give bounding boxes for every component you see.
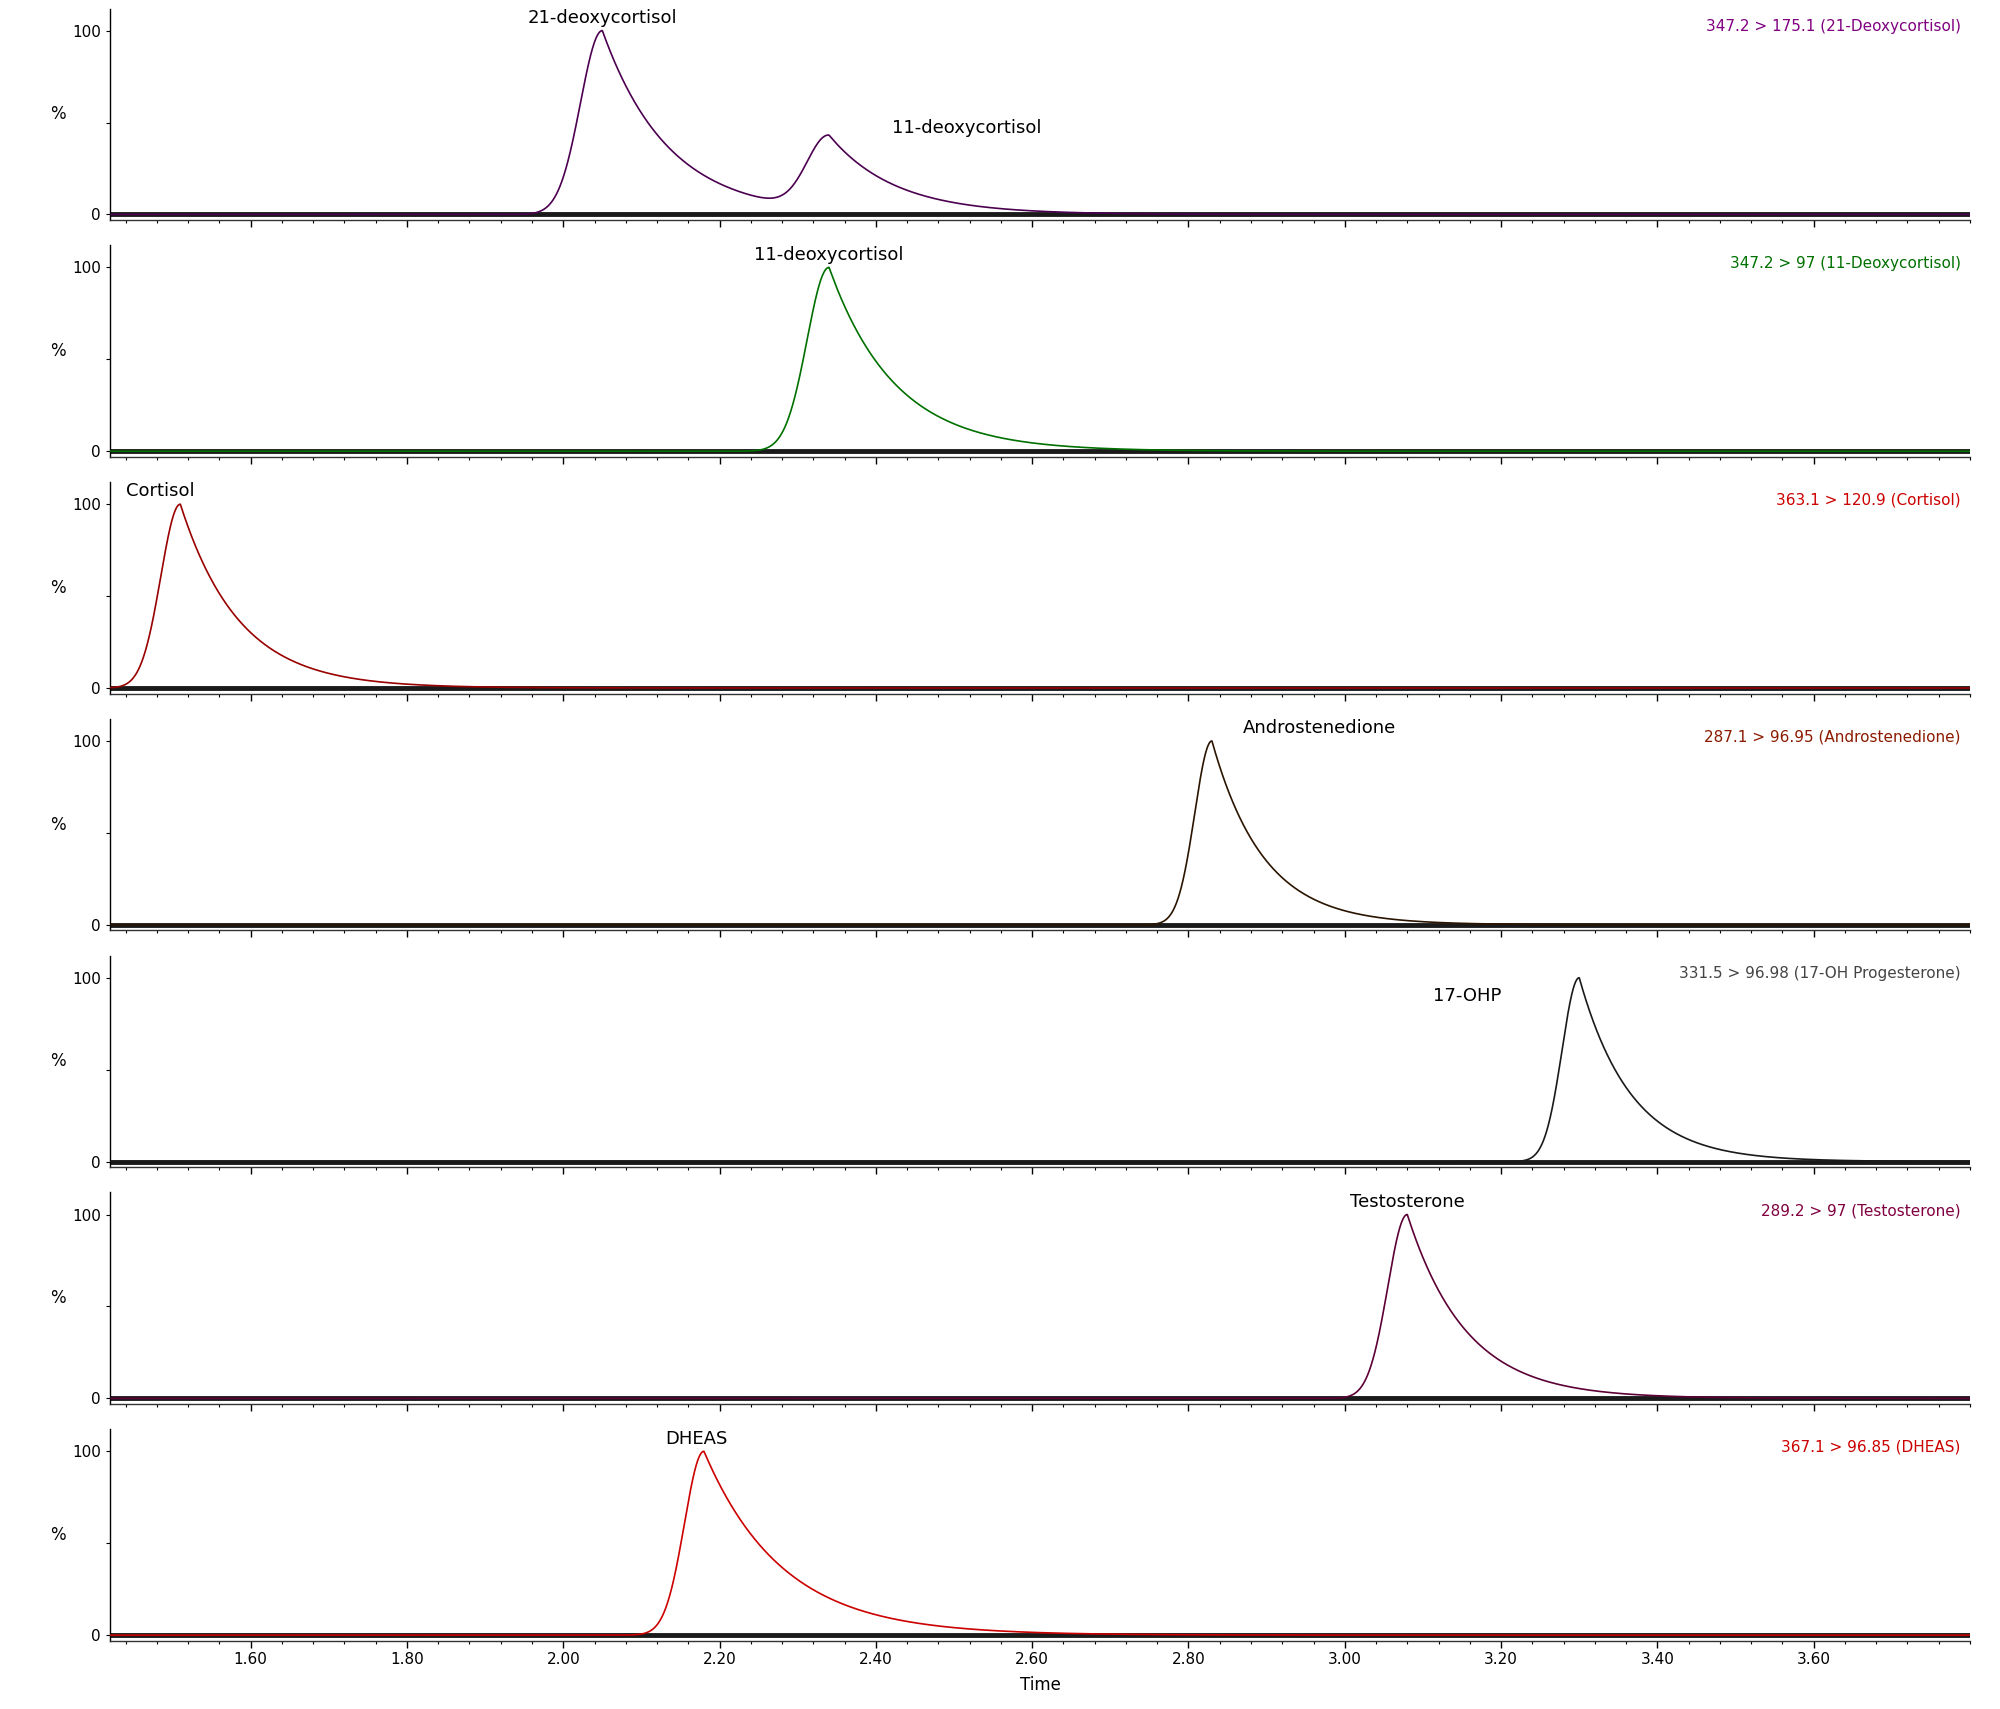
Text: 17-OHP: 17-OHP [1432, 988, 1502, 1005]
Text: 21-deoxycortisol: 21-deoxycortisol [528, 9, 678, 27]
Text: Cortisol: Cortisol [126, 482, 194, 501]
Y-axis label: %: % [50, 579, 66, 596]
Text: 347.2 > 175.1 (21-Deoxycortisol): 347.2 > 175.1 (21-Deoxycortisol) [1706, 19, 1960, 34]
Text: Testosterone: Testosterone [1350, 1193, 1464, 1212]
Y-axis label: %: % [50, 1053, 66, 1070]
Text: 11-deoxycortisol: 11-deoxycortisol [754, 246, 904, 263]
Text: 331.5 > 96.98 (17-OH Progesterone): 331.5 > 96.98 (17-OH Progesterone) [1680, 966, 1960, 981]
Text: 287.1 > 96.95 (Androstenedione): 287.1 > 96.95 (Androstenedione) [1704, 730, 1960, 745]
X-axis label: Time: Time [1020, 1677, 1060, 1694]
Y-axis label: %: % [50, 815, 66, 834]
Y-axis label: %: % [50, 342, 66, 361]
Text: DHEAS: DHEAS [664, 1430, 728, 1448]
Y-axis label: %: % [50, 1289, 66, 1307]
Text: 289.2 > 97 (Testosterone): 289.2 > 97 (Testosterone) [1762, 1203, 1960, 1219]
Text: 347.2 > 97 (11-Deoxycortisol): 347.2 > 97 (11-Deoxycortisol) [1730, 256, 1960, 272]
Y-axis label: %: % [50, 106, 66, 123]
Text: Androstenedione: Androstenedione [1244, 719, 1396, 737]
Text: 11-deoxycortisol: 11-deoxycortisol [892, 120, 1042, 137]
Text: 363.1 > 120.9 (Cortisol): 363.1 > 120.9 (Cortisol) [1776, 492, 1960, 508]
Text: 367.1 > 96.85 (DHEAS): 367.1 > 96.85 (DHEAS) [1782, 1439, 1960, 1454]
Y-axis label: %: % [50, 1526, 66, 1543]
